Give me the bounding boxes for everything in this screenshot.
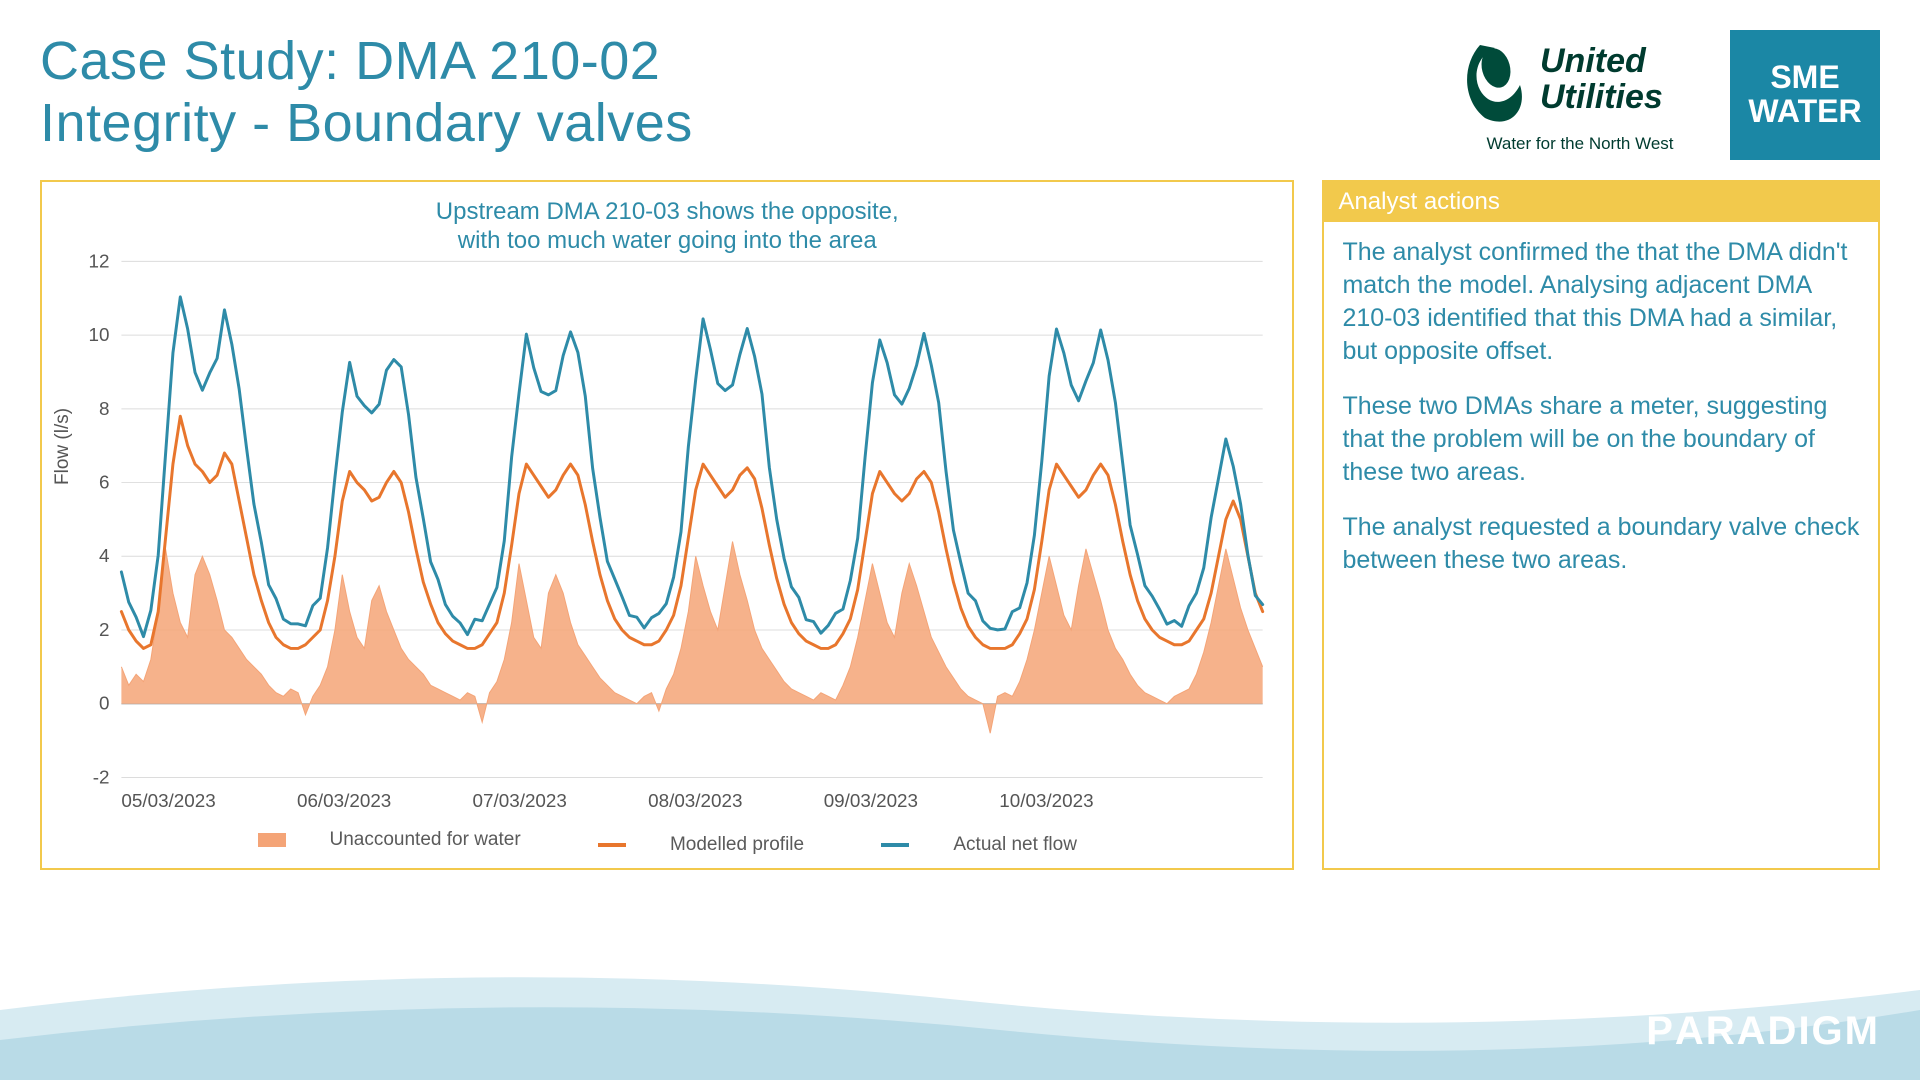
- uu-name-2: Utilities: [1540, 78, 1663, 116]
- svg-text:-2: -2: [93, 766, 110, 787]
- footer-waves: PARADIGM: [0, 950, 1920, 1080]
- sme-line-1: SME: [1770, 61, 1839, 95]
- analyst-actions-paragraph: The analyst requested a boundary valve c…: [1342, 511, 1860, 577]
- chart-panel: Upstream DMA 210-03 shows the opposite, …: [40, 180, 1294, 870]
- main-content: Upstream DMA 210-03 shows the opposite, …: [0, 180, 1920, 870]
- svg-text:12: 12: [89, 250, 110, 271]
- svg-text:09/03/2023: 09/03/2023: [824, 790, 918, 811]
- analyst-actions-header: Analyst actions: [1324, 182, 1878, 222]
- analyst-actions-body: The analyst confirmed the that the DMA d…: [1324, 222, 1878, 613]
- uu-tagline: Water for the North West: [1450, 134, 1710, 154]
- svg-text:05/03/2023: 05/03/2023: [121, 790, 215, 811]
- svg-text:2: 2: [99, 619, 109, 640]
- waves-svg: [0, 950, 1920, 1080]
- legend-swatch-actual: [881, 843, 909, 847]
- analyst-actions-paragraph: These two DMAs share a meter, suggesting…: [1342, 390, 1860, 489]
- svg-text:8: 8: [99, 398, 109, 419]
- svg-text:10/03/2023: 10/03/2023: [999, 790, 1093, 811]
- legend-swatch-area: [258, 833, 286, 847]
- svg-text:08/03/2023: 08/03/2023: [648, 790, 742, 811]
- analyst-actions-paragraph: The analyst confirmed the that the DMA d…: [1342, 236, 1860, 368]
- svg-text:07/03/2023: 07/03/2023: [473, 790, 567, 811]
- svg-text:06/03/2023: 06/03/2023: [297, 790, 391, 811]
- uu-name-1: United: [1540, 42, 1647, 80]
- svg-text:10: 10: [89, 324, 110, 345]
- flow-chart: -2 0 2 4 6 8 10 12 05/03/2023 06/03/2023 07/03/202…: [42, 182, 1292, 867]
- uu-logo-svg: United Utilities: [1450, 30, 1710, 130]
- legend-swatch-modelled: [598, 843, 626, 847]
- svg-text:6: 6: [99, 472, 109, 493]
- logo-group: United Utilities Water for the North Wes…: [1450, 30, 1880, 160]
- analyst-actions-panel: Analyst actions The analyst confirmed th…: [1322, 180, 1880, 870]
- legend-modelled: Modelled profile: [580, 834, 822, 856]
- header: Case Study: DMA 210-02 Integrity - Bound…: [0, 0, 1920, 180]
- title-line-2: Integrity - Boundary valves: [40, 92, 693, 154]
- svg-text:0: 0: [99, 693, 109, 714]
- legend-unaccounted: Unaccounted for water: [240, 829, 539, 851]
- united-utilities-logo: United Utilities Water for the North Wes…: [1450, 30, 1710, 154]
- chart-legend: Unaccounted for water Modelled profile A…: [42, 829, 1292, 856]
- title-block: Case Study: DMA 210-02 Integrity - Bound…: [40, 30, 693, 154]
- legend-actual: Actual net flow: [863, 834, 1095, 856]
- paradigm-brand: PARADIGM: [1646, 1009, 1880, 1054]
- sme-water-logo: SME WATER: [1730, 30, 1880, 160]
- title-line-1: Case Study: DMA 210-02: [40, 30, 693, 92]
- sme-line-2: WATER: [1748, 95, 1861, 129]
- svg-text:4: 4: [99, 545, 109, 566]
